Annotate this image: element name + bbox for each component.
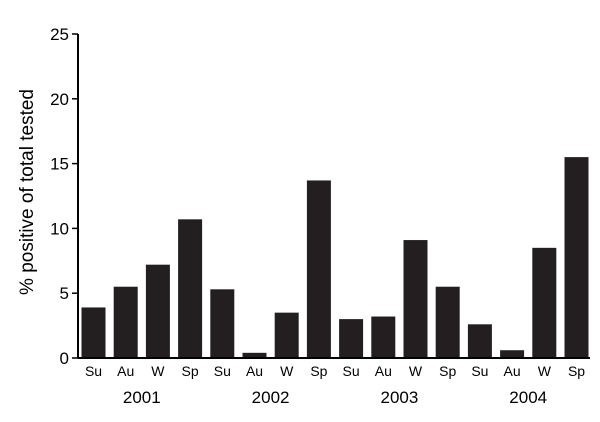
x-category-label: W [151, 363, 165, 379]
bar [500, 350, 525, 358]
x-category-label: W [280, 363, 294, 379]
bar [145, 264, 170, 358]
bar [403, 240, 428, 358]
bar [210, 289, 235, 358]
bar [81, 307, 106, 358]
x-axis: Su Au W Sp Su Au W Sp Su Au W Sp Su Au W Sp 2001 2002 2003… [78, 357, 590, 407]
y-tick-label: 15 [50, 155, 69, 174]
x-category-label: Sp [310, 363, 327, 379]
x-category-label: W [538, 363, 552, 379]
x-category-label: Su [343, 363, 360, 379]
y-tick-label: 10 [50, 219, 69, 238]
bar [274, 312, 299, 358]
bar [242, 352, 267, 358]
bars [81, 157, 589, 358]
x-group-label: 2002 [252, 388, 290, 407]
bar [467, 324, 492, 358]
bar [532, 247, 557, 358]
x-category-label: Au [117, 363, 134, 379]
x-category-label: Su [214, 363, 231, 379]
x-category-label: Sp [439, 363, 456, 379]
y-tick-label: 0 [60, 349, 69, 368]
x-group-label: 2003 [380, 388, 418, 407]
x-group-label: 2001 [123, 388, 161, 407]
y-tick-label: 25 [50, 25, 69, 44]
x-category-label: Au [246, 363, 263, 379]
x-category-label: Sp [182, 363, 199, 379]
x-category-label: Su [85, 363, 102, 379]
bar [371, 316, 396, 358]
bar [306, 180, 331, 358]
bar [178, 219, 203, 358]
y-tick-label: 5 [60, 284, 69, 303]
x-category-label: Sp [568, 363, 585, 379]
x-category-label: W [409, 363, 423, 379]
bar [564, 157, 589, 358]
bar [113, 286, 138, 358]
x-category-label: Su [471, 363, 488, 379]
bar [339, 319, 364, 358]
bar [435, 286, 460, 358]
x-category-label: Au [504, 363, 521, 379]
x-category-label: Au [375, 363, 392, 379]
y-axis: 0 5 10 15 20 25 [50, 25, 79, 368]
x-group-label: 2004 [509, 388, 547, 407]
y-tick-label: 20 [50, 90, 69, 109]
y-axis-title: % positive of total tested [17, 89, 38, 295]
